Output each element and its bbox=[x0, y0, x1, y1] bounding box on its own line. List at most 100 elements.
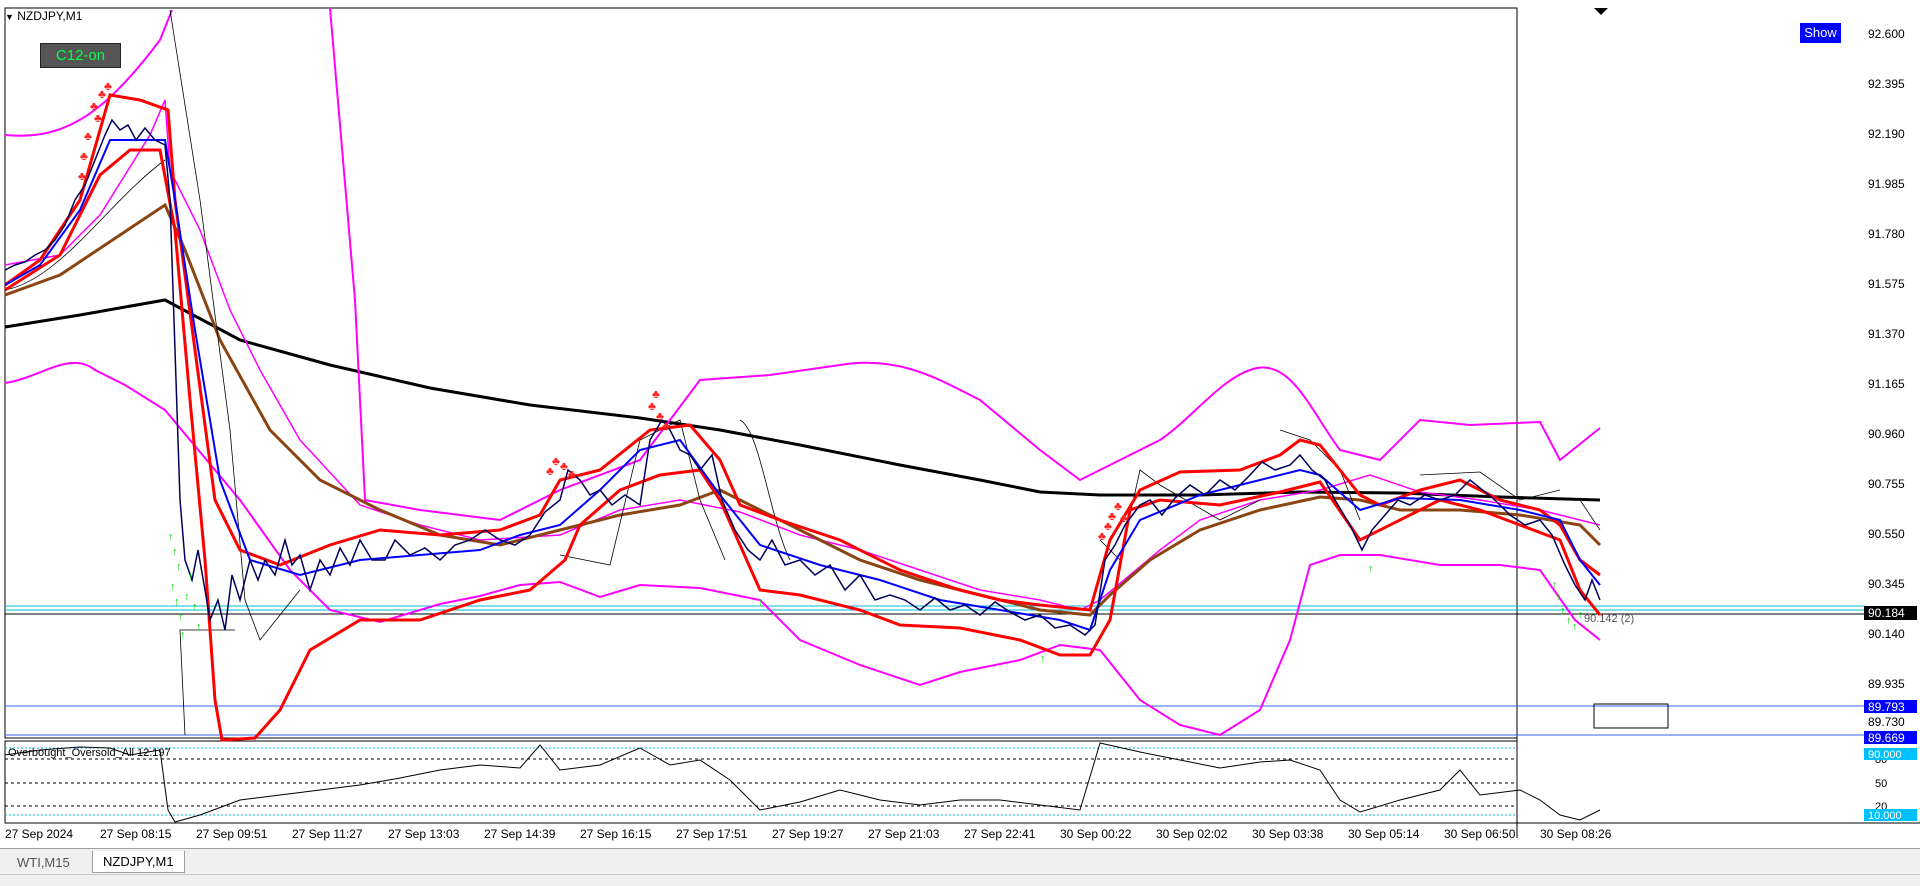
price-tick: 92.600 bbox=[1868, 27, 1905, 41]
svg-text:♣: ♣ bbox=[552, 454, 560, 468]
buy-signals: ↑↑↑↑↑↑↑↑↑↑↑ ↑ ↑ ↑ ↑↑↑↑ ↑↑ bbox=[168, 531, 1584, 665]
oscillator-line bbox=[4, 742, 1601, 823]
svg-text:♣: ♣ bbox=[78, 169, 86, 183]
svg-text:↑: ↑ bbox=[184, 591, 190, 603]
line-level-tag: 89.669 bbox=[1868, 731, 1905, 745]
time-tick: 27 Sep 2024 bbox=[5, 827, 73, 841]
svg-text:♣: ♣ bbox=[84, 129, 92, 143]
svg-text:♣: ♣ bbox=[648, 399, 656, 413]
time-tick: 30 Sep 00:22 bbox=[1060, 827, 1132, 841]
svg-text:♣: ♣ bbox=[662, 419, 670, 433]
time-tick: 27 Sep 11:27 bbox=[292, 827, 363, 841]
svg-text:↑: ↑ bbox=[1560, 605, 1566, 617]
time-tick: 27 Sep 13:03 bbox=[388, 827, 460, 841]
svg-text:↑: ↑ bbox=[188, 571, 194, 583]
svg-text:↑: ↑ bbox=[196, 621, 202, 633]
price-tick: 91.985 bbox=[1868, 177, 1905, 191]
sell-signals: ♣♣♣♣♣♣♣ ♣♣ ♣♣ ♣♣♣♣ ♣♣♣♣♣ bbox=[78, 79, 1128, 543]
svg-text:♣: ♣ bbox=[80, 149, 88, 163]
price-tick: 92.395 bbox=[1868, 77, 1905, 91]
current-price-tag: 90.184 bbox=[1868, 606, 1905, 620]
blue-moving-average bbox=[4, 139, 1601, 632]
chart-symbol-label[interactable]: ▼ NZDJPY,M1 bbox=[5, 9, 82, 23]
svg-text:♣: ♣ bbox=[104, 79, 112, 93]
tab-wti-m15[interactable]: WTI,M15 bbox=[17, 855, 70, 870]
symbol-text: NZDJPY,M1 bbox=[17, 9, 83, 23]
svg-text:♣: ♣ bbox=[560, 459, 568, 473]
price-tick: 89.935 bbox=[1868, 677, 1905, 691]
price-tick: 90.755 bbox=[1868, 477, 1905, 491]
bid-tag: 90.142 (2) bbox=[1584, 613, 1634, 625]
price-tick: 90.960 bbox=[1868, 427, 1905, 441]
svg-text:♣: ♣ bbox=[1098, 529, 1106, 543]
svg-text:♣: ♣ bbox=[90, 99, 98, 113]
price-tick: 91.370 bbox=[1868, 327, 1905, 341]
svg-text:↑: ↑ bbox=[176, 561, 182, 573]
oscillator-label: Overbought_Oversold_All 12.197 bbox=[8, 747, 171, 759]
price-chart[interactable]: ♣♣♣♣♣♣♣ ♣♣ ♣♣ ♣♣♣♣ ♣♣♣♣♣ ↑↑↑↑↑↑↑↑↑↑↑ ↑ ↑ … bbox=[0, 0, 1920, 848]
price-tick: 90.345 bbox=[1868, 577, 1905, 591]
show-button[interactable]: Show bbox=[1800, 23, 1841, 43]
svg-text:↑: ↑ bbox=[758, 596, 764, 608]
price-tick: 90.550 bbox=[1868, 527, 1905, 541]
time-tick: 30 Sep 05:14 bbox=[1348, 827, 1420, 841]
svg-text:♣: ♣ bbox=[1104, 519, 1112, 533]
chart-tabs: WTI,M15 NZDJPY,M1 bbox=[0, 848, 1920, 875]
svg-text:↑: ↑ bbox=[174, 596, 180, 608]
time-tick: 30 Sep 03:38 bbox=[1252, 827, 1324, 841]
object-box bbox=[1593, 703, 1669, 729]
price-tick: 89.730 bbox=[1868, 715, 1905, 729]
svg-text:♣: ♣ bbox=[1114, 499, 1122, 513]
time-tick: 27 Sep 19:27 bbox=[772, 827, 844, 841]
price-tick: 91.575 bbox=[1868, 277, 1905, 291]
upper-band bbox=[4, 7, 1601, 522]
svg-text:♣: ♣ bbox=[98, 87, 106, 101]
svg-text:♣: ♣ bbox=[656, 409, 664, 423]
price-tick: 92.190 bbox=[1868, 127, 1905, 141]
time-tick: 27 Sep 09:51 bbox=[196, 827, 268, 841]
price-tick: 91.165 bbox=[1868, 377, 1905, 391]
time-tick: 27 Sep 22:41 bbox=[964, 827, 1036, 841]
svg-text:♣: ♣ bbox=[1108, 509, 1116, 523]
c12-toggle-button[interactable]: C12-on bbox=[40, 43, 121, 68]
svg-text:↑: ↑ bbox=[1040, 653, 1046, 665]
time-tick: 27 Sep 14:39 bbox=[484, 827, 556, 841]
long-moving-average bbox=[4, 298, 1601, 502]
lower-band bbox=[4, 361, 1601, 737]
svg-text:↑: ↑ bbox=[172, 546, 178, 558]
svg-text:↑: ↑ bbox=[168, 531, 174, 543]
time-tick: 30 Sep 06:50 bbox=[1444, 827, 1516, 841]
price-axis: 92.600 92.395 92.190 91.985 91.780 91.57… bbox=[1868, 27, 1905, 729]
time-axis: 27 Sep 2024 27 Sep 08:15 27 Sep 09:51 27… bbox=[5, 827, 1612, 841]
sub-lower-tag: 10.000 bbox=[1868, 810, 1902, 822]
time-tick: 30 Sep 02:02 bbox=[1156, 827, 1228, 841]
svg-text:↑: ↑ bbox=[1566, 615, 1572, 627]
svg-text:↑: ↑ bbox=[178, 611, 184, 623]
svg-text:♣: ♣ bbox=[546, 464, 554, 478]
time-tick: 27 Sep 16:15 bbox=[580, 827, 652, 841]
price-tick: 90.140 bbox=[1868, 627, 1905, 641]
price-tick: 91.780 bbox=[1868, 227, 1905, 241]
svg-text:↑: ↑ bbox=[1552, 579, 1558, 591]
red-moving-average-upper bbox=[4, 93, 1601, 612]
time-tick: 27 Sep 08:15 bbox=[100, 827, 172, 841]
svg-text:↑: ↑ bbox=[1556, 591, 1562, 603]
status-bar bbox=[0, 874, 1920, 886]
svg-text:↑: ↑ bbox=[192, 601, 198, 613]
svg-text:↑: ↑ bbox=[1368, 563, 1374, 575]
shift-marker-icon bbox=[1594, 8, 1608, 15]
svg-text:↑: ↑ bbox=[170, 581, 176, 593]
svg-text:↑: ↑ bbox=[1572, 621, 1578, 633]
svg-text:♣: ♣ bbox=[1120, 511, 1128, 525]
time-tick: 27 Sep 17:51 bbox=[676, 827, 748, 841]
time-tick: 27 Sep 21:03 bbox=[868, 827, 940, 841]
time-tick: 30 Sep 08:26 bbox=[1540, 827, 1612, 841]
sub-upper-tag: 90.000 bbox=[1868, 749, 1902, 761]
level-tick: 50 bbox=[1875, 778, 1887, 790]
svg-text:↑: ↑ bbox=[1578, 609, 1584, 621]
svg-text:♣: ♣ bbox=[94, 111, 102, 125]
svg-text:↑: ↑ bbox=[180, 629, 186, 641]
tab-nzdjpy-m1[interactable]: NZDJPY,M1 bbox=[92, 851, 185, 873]
dropdown-arrow-icon[interactable]: ▼ bbox=[5, 12, 14, 22]
line-level-tag: 89.793 bbox=[1868, 700, 1905, 714]
